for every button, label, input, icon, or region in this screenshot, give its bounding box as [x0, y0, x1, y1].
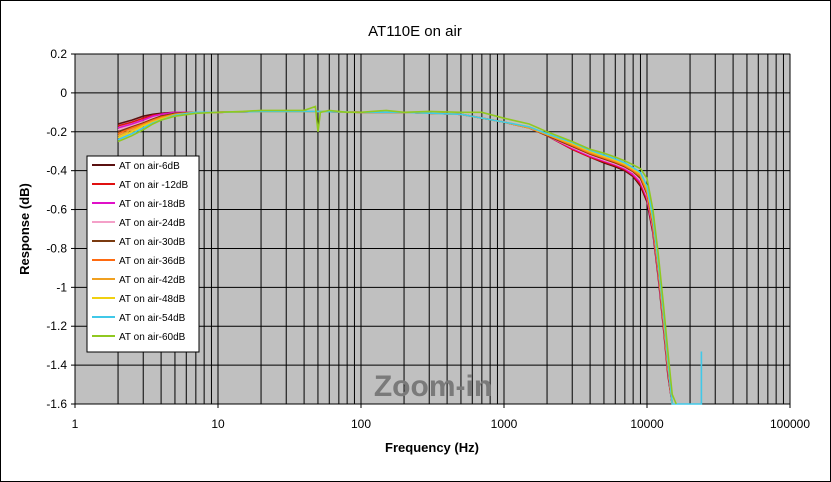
y-tick-label: -1.2 — [46, 319, 67, 333]
legend-entry: AT on air-54dB — [119, 313, 186, 324]
zoom-in-annotation: Zoom-in — [374, 370, 492, 403]
x-tick-label: 10 — [211, 417, 225, 431]
legend-entry: AT on air-60dB — [119, 332, 186, 343]
series-group — [117, 105, 703, 405]
legend-entry: AT on air-48dB — [119, 294, 186, 305]
legend-box — [86, 155, 200, 353]
x-tick-label: 100 — [351, 417, 371, 431]
y-tick-label: -1.6 — [46, 397, 67, 411]
legend-entry: AT on air-6dB — [119, 161, 180, 172]
legend: AT on air-6dB AT on air -12dB AT on air-18… — [86, 155, 200, 353]
y-tick-label: -0.8 — [46, 241, 67, 255]
y-axis-label: Response (dB) — [17, 183, 32, 275]
y-tick-label: -1.4 — [46, 358, 67, 372]
legend-entry: AT on air-42dB — [119, 275, 186, 286]
y-tick-label: -1 — [56, 280, 67, 294]
x-tick-label: 100000 — [770, 417, 810, 431]
x-tick-label: 1 — [72, 417, 79, 431]
y-tick-label: 0 — [60, 86, 67, 100]
x-axis-label: Frequency (Hz) — [385, 440, 479, 455]
y-tick-label: 0.2 — [50, 47, 67, 61]
legend-entry: AT on air -12dB — [119, 180, 188, 191]
x-axis: 1 10 100 1000 10000 100000 — [72, 404, 810, 431]
x-tick-label: 10000 — [630, 417, 664, 431]
series-line-10 — [117, 105, 677, 405]
y-tick-label: -0.2 — [46, 125, 67, 139]
chart-title: AT110E on air — [368, 23, 462, 40]
y-axis: 0.2 0 -0.2 -0.4 -0.6 -0.8 -1 -1.2 -1.4 -1.6 — [46, 47, 75, 411]
legend-entry: AT on air-24dB — [119, 218, 186, 229]
legend-entry: AT on air-36dB — [119, 256, 186, 267]
legend-entry: AT on air-30dB — [119, 237, 186, 248]
y-tick-label: -0.6 — [46, 203, 67, 217]
legend-entry: AT on air-18dB — [119, 199, 186, 210]
x-tick-label: 1000 — [491, 417, 518, 431]
y-tick-label: -0.4 — [46, 164, 67, 178]
